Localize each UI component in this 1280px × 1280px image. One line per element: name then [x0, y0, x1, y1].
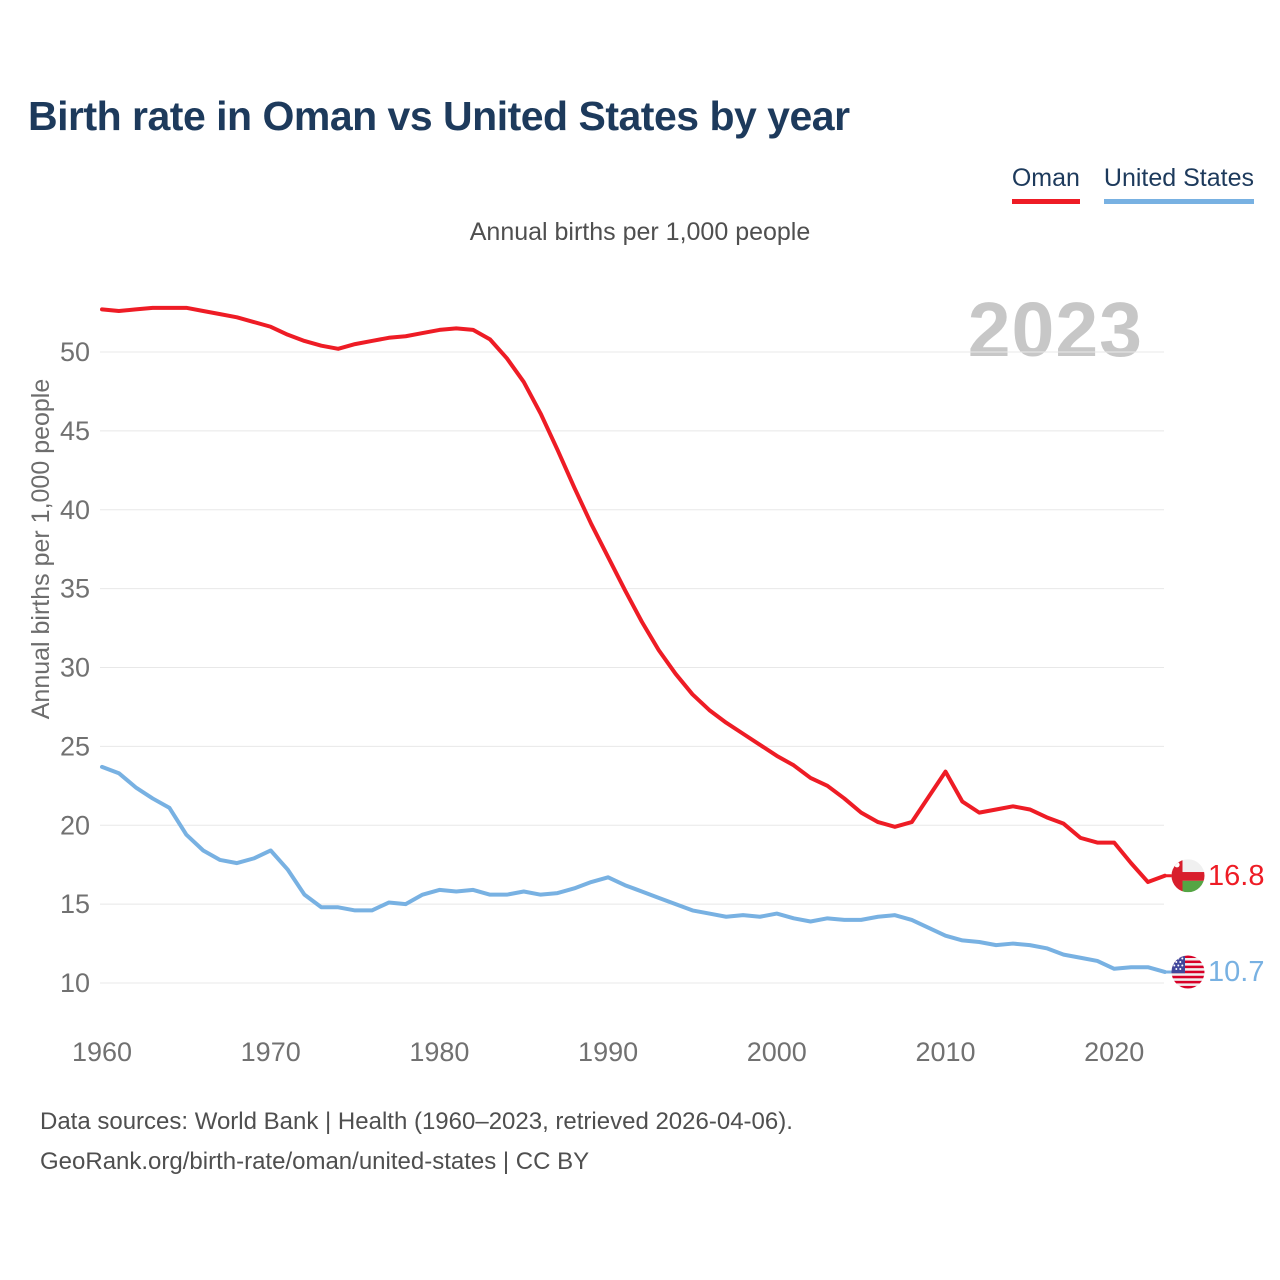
us-flag-icon — [1171, 955, 1205, 989]
legend-united-states-label: United States — [1103, 164, 1254, 192]
footer-url-line: GeoRank.org/birth-rate/oman/united-state… — [40, 1148, 590, 1175]
y-tick-label: 40 — [60, 495, 90, 525]
oman-end-value-label: 16.8 — [1208, 860, 1265, 892]
chart-subtitle: Annual births per 1,000 people — [469, 218, 811, 246]
x-tick-label: 2000 — [747, 1037, 807, 1067]
us-end-value-label: 10.7 — [1208, 956, 1265, 988]
x-tick-label: 1970 — [241, 1037, 301, 1067]
x-tick-label: 2010 — [915, 1037, 975, 1067]
y-tick-label: 15 — [60, 889, 90, 919]
oman-line-series — [100, 305, 1167, 885]
chart-title: Birth rate in Oman vs United States by y… — [28, 93, 850, 139]
y-tick-label: 20 — [60, 810, 90, 840]
y-tick-label: 35 — [60, 574, 90, 604]
usa-line-series — [100, 764, 1167, 974]
legend-item-united-states[interactable]: United States — [1103, 164, 1254, 204]
legend-item-oman[interactable]: Oman — [1011, 164, 1080, 204]
y-tick-label: 10 — [60, 968, 90, 998]
legend-oman-label: Oman — [1011, 164, 1080, 192]
legend: Oman United States — [1011, 164, 1254, 204]
footer-sources-line: Data sources: World Bank | Health (1960–… — [40, 1108, 793, 1135]
x-tick-label: 1980 — [409, 1037, 469, 1067]
y-tick-label: 30 — [60, 653, 90, 683]
x-tick-label: 1960 — [72, 1037, 132, 1067]
x-tick-label: 1990 — [578, 1037, 638, 1067]
y-tick-label: 25 — [60, 731, 90, 761]
watermark-year: 2023 — [967, 287, 1143, 373]
y-tick-label: 50 — [60, 337, 90, 367]
y-tick-label: 45 — [60, 416, 90, 446]
oman-flag-icon — [1171, 859, 1205, 893]
x-tick-label: 2020 — [1084, 1037, 1144, 1067]
